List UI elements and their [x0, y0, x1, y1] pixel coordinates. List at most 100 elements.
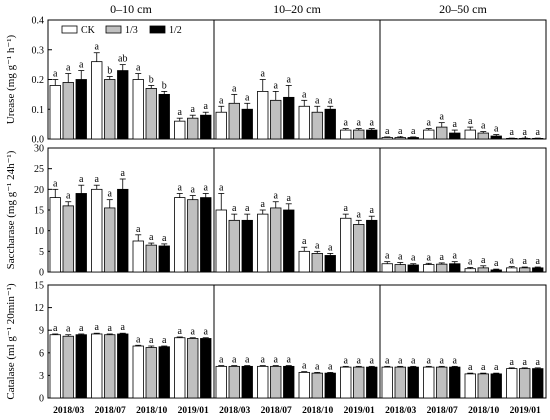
- y-tick-label: 0.4: [32, 16, 45, 27]
- significance-letter: a: [398, 126, 403, 137]
- bar: [49, 197, 61, 273]
- significance-letter: a: [219, 355, 224, 366]
- bar: [490, 269, 502, 273]
- significance-letter: a: [453, 119, 458, 130]
- y-tick-label: 15: [34, 281, 44, 292]
- bar: [394, 366, 406, 399]
- y-tick-label: 0.2: [32, 75, 45, 86]
- bar: [104, 334, 116, 399]
- significance-letter: a: [232, 83, 237, 94]
- y-tick-label: 0.3: [32, 45, 45, 56]
- significance-letter: a: [108, 323, 113, 334]
- x-tick-label: 2019/01: [510, 406, 541, 416]
- significance-letter: a: [149, 232, 154, 243]
- bar: [62, 82, 74, 140]
- significance-letter: a: [287, 355, 292, 366]
- bar: [104, 79, 116, 140]
- significance-letter: a: [411, 126, 416, 137]
- significance-letter: a: [287, 193, 292, 204]
- significance-letter: a: [440, 355, 445, 366]
- x-tick-label: 2018/10: [468, 406, 499, 416]
- bar: [298, 371, 310, 399]
- bar: [407, 137, 419, 140]
- significance-letter: a: [302, 89, 307, 100]
- bar: [449, 132, 461, 140]
- bar: [490, 135, 502, 140]
- significance-letter: a: [274, 355, 279, 366]
- significance-letter: a: [261, 355, 266, 366]
- bar: [158, 93, 170, 140]
- bar: [91, 333, 103, 399]
- significance-letter: a: [453, 355, 458, 366]
- bar: [324, 108, 336, 140]
- bar: [91, 188, 103, 273]
- bar: [200, 197, 212, 273]
- bar: [215, 111, 227, 140]
- significance-letter: a: [53, 323, 58, 334]
- significance-letter: a: [494, 258, 499, 269]
- bar: [117, 188, 129, 273]
- significance-letter: a: [357, 118, 362, 129]
- significance-letter: a: [315, 361, 320, 372]
- significance-letter: a: [79, 323, 84, 334]
- bar: [270, 99, 282, 140]
- x-tick-label: 2018/03: [219, 406, 250, 416]
- bar: [353, 224, 365, 273]
- bars-layer: [49, 52, 544, 399]
- significance-letter: a: [136, 334, 141, 345]
- bar: [200, 114, 212, 140]
- significance-letter: a: [232, 203, 237, 214]
- significance-letter: b: [162, 80, 167, 91]
- significance-letter: a: [274, 80, 279, 91]
- bar: [340, 366, 352, 399]
- bar: [62, 205, 74, 273]
- bar: [270, 207, 282, 273]
- significance-letter: a: [66, 324, 71, 335]
- significance-letter: a: [219, 95, 224, 106]
- significance-letter: a: [427, 252, 432, 263]
- bar: [187, 117, 199, 140]
- legend-swatch: [105, 25, 122, 34]
- significance-letter: a: [523, 357, 528, 368]
- bar: [423, 264, 435, 273]
- x-tick-label: 2018/07: [261, 406, 292, 416]
- significance-letter: a: [385, 126, 390, 137]
- bar: [283, 96, 295, 140]
- significance-letter: a: [95, 174, 100, 185]
- y-tick-label: 9: [39, 326, 44, 337]
- y-tick-label: 20: [34, 185, 44, 196]
- significance-letter: a: [79, 174, 84, 185]
- x-tick-label: 2019/01: [344, 406, 375, 416]
- significance-letter: b: [149, 74, 154, 85]
- bar: [91, 61, 103, 140]
- significance-letter: a: [344, 355, 349, 366]
- bar: [366, 129, 378, 140]
- significance-letter: a: [95, 42, 100, 53]
- y-tick-label: 15: [34, 206, 44, 217]
- bar: [283, 365, 295, 399]
- bar: [174, 120, 186, 140]
- bar: [407, 366, 419, 399]
- depth-header: 0–10 cm: [110, 2, 152, 16]
- significance-letter: a: [357, 209, 362, 220]
- bar: [532, 267, 544, 273]
- significance-letter: b: [107, 66, 112, 77]
- significance-letter: a: [344, 118, 349, 129]
- significance-letter: a: [440, 112, 445, 123]
- bar: [381, 137, 393, 140]
- bar: [423, 129, 435, 140]
- y-tick-label: 0.1: [32, 105, 45, 116]
- bar: [158, 346, 170, 399]
- bar: [117, 333, 129, 399]
- significance-letter: a: [315, 95, 320, 106]
- significance-letter: a: [191, 185, 196, 196]
- significance-letter: a: [523, 127, 528, 138]
- significance-letter: a: [370, 205, 375, 216]
- significance-letter: a: [315, 240, 320, 251]
- bar: [324, 372, 336, 399]
- bar: [75, 79, 87, 140]
- significance-letter: a: [245, 92, 250, 103]
- significance-letter: a: [204, 182, 209, 193]
- bar: [298, 105, 310, 140]
